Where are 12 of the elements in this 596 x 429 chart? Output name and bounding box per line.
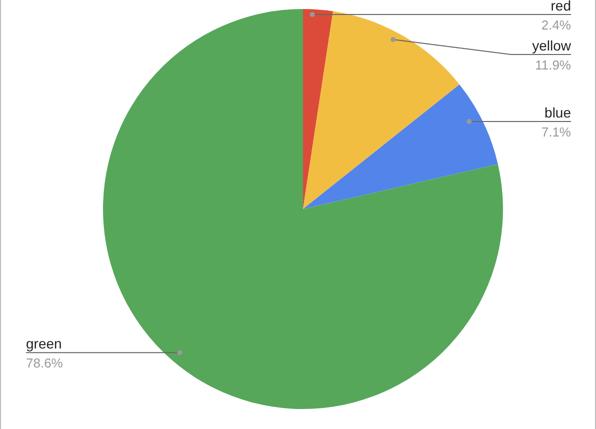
data-label: 78.6% [26, 356, 64, 371]
slice-label: green [26, 336, 62, 352]
pie-slice [303, 9, 334, 209]
data-label: 11.9% [535, 58, 572, 73]
slice-label: red [550, 0, 571, 14]
data-label: 7.1% [541, 124, 572, 140]
pie-slice [103, 9, 503, 409]
pie-slice [303, 11, 460, 209]
data-label: 2.4% [541, 18, 572, 33]
slice-label: yellow [532, 38, 572, 54]
slice-label: blue [544, 104, 572, 120]
pie-slice [303, 84, 498, 209]
